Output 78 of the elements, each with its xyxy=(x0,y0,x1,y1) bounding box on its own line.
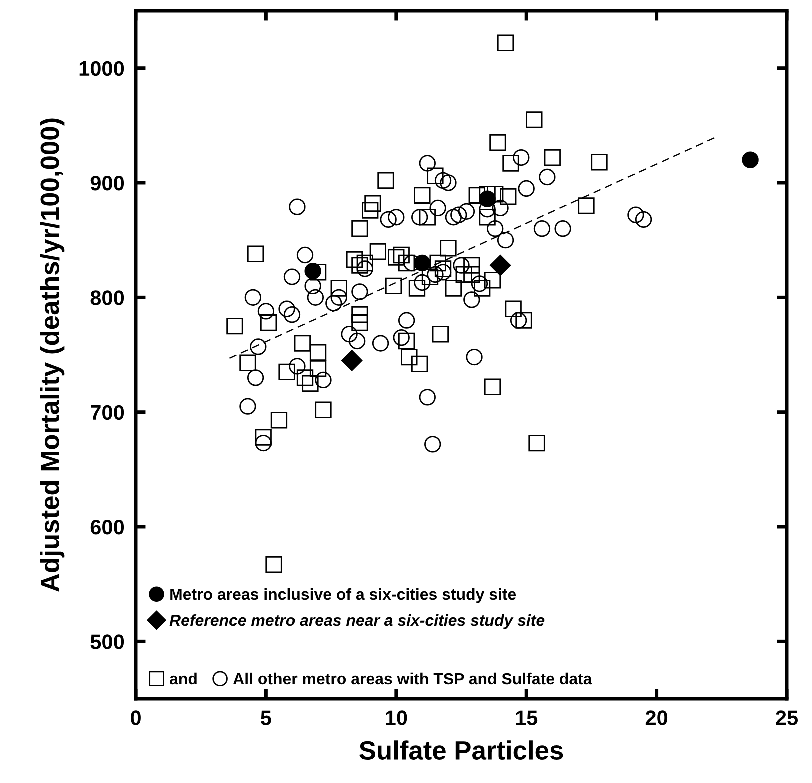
point xyxy=(513,149,530,166)
point xyxy=(356,260,374,278)
point xyxy=(419,155,436,172)
point xyxy=(471,276,488,292)
point xyxy=(326,295,342,312)
point xyxy=(453,257,470,274)
y-tick-label: 800 xyxy=(90,290,124,306)
y-tick-label: 600 xyxy=(90,520,124,535)
point xyxy=(278,300,296,318)
point xyxy=(434,172,452,190)
point xyxy=(393,329,410,346)
x-tick-label: 10 xyxy=(386,710,408,726)
point xyxy=(628,206,644,224)
point xyxy=(372,335,390,352)
point xyxy=(497,232,514,249)
point xyxy=(427,266,444,284)
x-axis-title: Sulfate Particles xyxy=(360,740,564,760)
x-tick-label: 25 xyxy=(776,710,798,726)
point xyxy=(492,200,509,217)
point xyxy=(440,174,457,192)
annotation: and xyxy=(170,672,197,685)
point xyxy=(490,255,512,276)
point xyxy=(284,268,301,286)
x-tick-label: 0 xyxy=(131,710,141,726)
y-tick-label: 500 xyxy=(90,634,124,650)
point xyxy=(539,168,556,186)
point xyxy=(466,348,483,366)
point xyxy=(258,303,275,320)
point xyxy=(284,306,301,324)
point xyxy=(414,254,431,272)
point xyxy=(296,246,314,264)
point xyxy=(419,389,436,406)
point xyxy=(289,198,306,216)
point xyxy=(479,190,496,208)
point xyxy=(330,289,348,306)
point xyxy=(487,220,504,238)
y-tick-label: 700 xyxy=(91,405,124,420)
point xyxy=(458,203,476,220)
legend-label: Reference metro areas near a six-cities study site xyxy=(170,614,545,630)
point xyxy=(388,209,405,226)
legend-label: Metro areas inclusive of a six-cities study site xyxy=(170,588,516,604)
point xyxy=(250,338,267,356)
point xyxy=(414,274,431,292)
x-tick-label: 5 xyxy=(261,710,272,726)
point xyxy=(307,289,324,306)
point xyxy=(430,200,446,217)
point xyxy=(304,278,322,295)
point xyxy=(341,326,358,343)
point xyxy=(510,312,528,329)
x-tick-label: 20 xyxy=(646,710,668,726)
point xyxy=(742,152,759,168)
point xyxy=(635,211,652,228)
point xyxy=(304,262,322,280)
y-tick-label: 1000 xyxy=(80,61,124,76)
point xyxy=(289,358,306,375)
point xyxy=(445,209,462,226)
point xyxy=(424,436,442,453)
point xyxy=(244,289,262,306)
point xyxy=(450,206,468,224)
point xyxy=(315,372,332,389)
point xyxy=(247,370,264,386)
point xyxy=(342,350,363,372)
point xyxy=(349,332,366,350)
point xyxy=(518,180,535,198)
point xyxy=(240,398,256,415)
point xyxy=(464,292,480,308)
y-axis-title: Adjusted Mortality (deaths/yr/100,000) xyxy=(40,118,65,592)
point xyxy=(434,264,452,281)
point xyxy=(255,434,272,452)
point xyxy=(352,284,368,300)
x-tick-label: 15 xyxy=(516,710,538,726)
y-tick-label: 900 xyxy=(90,176,124,191)
point xyxy=(412,209,428,226)
point xyxy=(398,312,416,329)
point xyxy=(554,220,572,238)
legend-label: All other metro areas with TSP and Sulfate data xyxy=(233,672,592,685)
point xyxy=(534,220,551,238)
point xyxy=(380,211,397,228)
